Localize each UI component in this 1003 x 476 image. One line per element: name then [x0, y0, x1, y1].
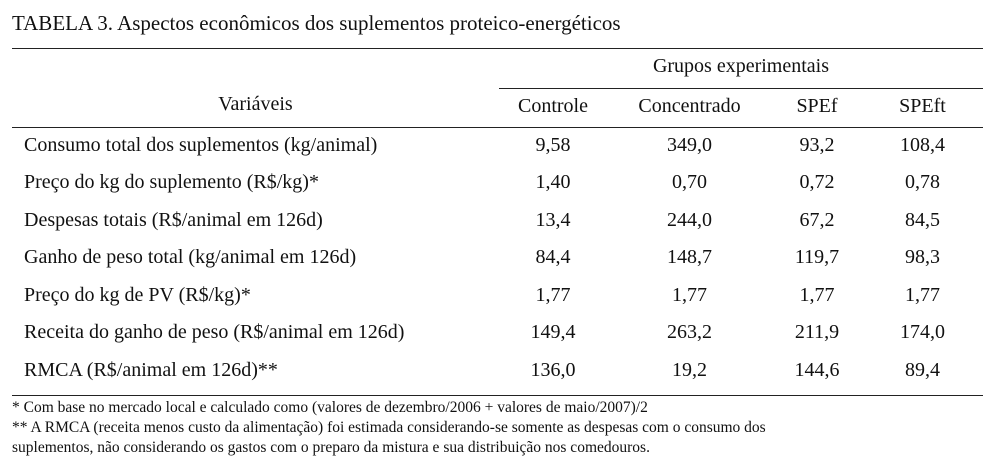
table-row: Receita do ganho de peso (R$/animal em 1… [0, 315, 1003, 349]
cell-spef: 0,72 [799, 171, 835, 193]
cell-concentrado: 1,77 [672, 284, 707, 306]
table-row: Ganho de peso total (kg/animal em 126d) … [0, 240, 1003, 274]
column-header-spef: SPEf [796, 95, 838, 117]
cell-speft: 98,3 [905, 246, 940, 268]
row-label: RMCA (R$/animal em 126d)** [24, 359, 278, 381]
cell-spef: 119,7 [794, 246, 840, 268]
cell-concentrado: 244,0 [667, 209, 712, 231]
cell-spef: 93,2 [799, 134, 835, 156]
cell-controle: 149,4 [530, 321, 576, 343]
table-title: TABELA 3. Aspectos econômicos dos suplem… [12, 11, 621, 35]
row-label: Receita do ganho de peso (R$/animal em 1… [24, 321, 405, 343]
cell-speft: 174,0 [900, 321, 945, 343]
table-row: Despesas totais (R$/animal em 126d) 13,4… [0, 203, 1003, 237]
cell-spef: 1,77 [799, 284, 835, 306]
cell-controle: 9,58 [535, 134, 571, 156]
header-rule [12, 127, 983, 128]
cell-controle: 1,40 [535, 171, 571, 193]
footnote-2: ** A RMCA (receita menos custo da alimen… [12, 419, 766, 436]
cell-controle: 13,4 [535, 209, 571, 231]
cell-speft: 108,4 [900, 134, 945, 156]
cell-spef: 144,6 [794, 359, 840, 381]
cell-concentrado: 148,7 [667, 246, 712, 268]
table-row: Consumo total dos suplementos (kg/animal… [0, 128, 1003, 162]
cell-controle: 136,0 [530, 359, 576, 381]
cell-spef: 211,9 [794, 321, 840, 343]
top-rule [12, 48, 983, 49]
column-header-concentrado: Concentrado [638, 95, 741, 117]
cell-speft: 89,4 [905, 359, 940, 381]
row-label: Consumo total dos suplementos (kg/animal… [24, 134, 378, 156]
cell-controle: 84,4 [535, 246, 571, 268]
cell-concentrado: 0,70 [672, 171, 707, 193]
footnote-1: * Com base no mercado local e calculado … [12, 399, 648, 416]
table-row: RMCA (R$/animal em 126d)** 136,0 19,2 14… [0, 353, 1003, 387]
table-row: Preço do kg de PV (R$/kg)* 1,77 1,77 1,7… [0, 278, 1003, 312]
group-header: Grupos experimentais [652, 55, 830, 77]
cell-concentrado: 19,2 [672, 359, 707, 381]
column-header-speft: SPEft [899, 95, 946, 117]
row-label: Preço do kg do suplemento (R$/kg)* [24, 171, 319, 193]
group-header-rule [499, 88, 983, 89]
cell-concentrado: 263,2 [667, 321, 712, 343]
table-row: Preço do kg do suplemento (R$/kg)* 1,40 … [0, 165, 1003, 199]
bottom-rule [12, 395, 983, 396]
row-label: Ganho de peso total (kg/animal em 126d) [24, 246, 357, 268]
variables-header: Variáveis [218, 93, 293, 115]
cell-spef: 67,2 [799, 209, 835, 231]
cell-concentrado: 349,0 [667, 134, 712, 156]
column-header-controle: Controle [518, 95, 588, 117]
cell-speft: 1,77 [905, 284, 940, 306]
cell-controle: 1,77 [535, 284, 571, 306]
cell-speft: 0,78 [905, 171, 940, 193]
footnote-3: suplementos, não considerando os gastos … [12, 439, 650, 456]
row-label: Despesas totais (R$/animal em 126d) [24, 209, 323, 231]
row-label: Preço do kg de PV (R$/kg)* [24, 284, 251, 306]
cell-speft: 84,5 [905, 209, 940, 231]
